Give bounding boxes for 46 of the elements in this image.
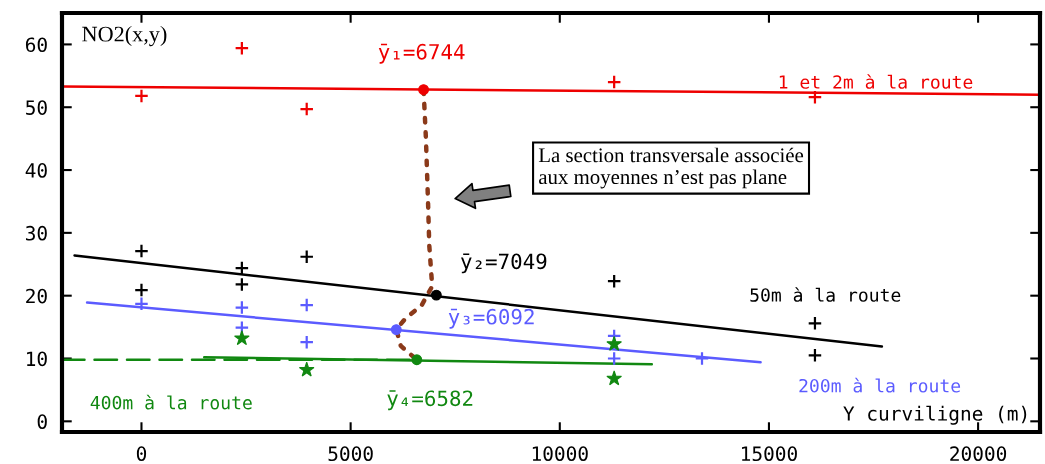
y-axis-title: NO2(x,y) <box>82 25 167 47</box>
point <box>606 351 622 366</box>
series-label: 50m à la route <box>750 287 901 302</box>
point <box>606 74 622 90</box>
point <box>298 361 315 377</box>
point <box>807 89 823 105</box>
point <box>299 334 315 350</box>
annotation: ȳ₂=7049 <box>461 253 547 274</box>
point <box>134 88 149 104</box>
point <box>134 296 149 312</box>
x-tick-label: 5000 <box>328 446 373 462</box>
point <box>234 277 250 292</box>
point <box>299 297 315 313</box>
text: 200m à la route <box>799 377 961 393</box>
x-tick-label: 20000 <box>950 446 1007 462</box>
y-tick-label: 50 <box>26 100 47 115</box>
annotation: La section transversale associée aux moyennes n’est pas plane <box>538 147 804 189</box>
point <box>807 348 823 363</box>
point <box>134 243 149 259</box>
series-label: 1 et 2m à la route <box>779 74 973 89</box>
point <box>606 335 622 351</box>
point <box>299 101 315 117</box>
x-tick-label: 15000 <box>742 446 797 462</box>
y-tick-label: 10 <box>27 351 47 367</box>
y-tick-label: 30 <box>26 225 47 241</box>
annotation: ȳ₁=6744 <box>378 43 465 64</box>
annotation: ȳ₄=6582 <box>387 390 473 411</box>
y-tick-label: 40 <box>25 163 47 178</box>
y-tick-label: 20 <box>26 288 47 304</box>
point <box>606 273 622 289</box>
point <box>234 300 250 315</box>
point <box>234 40 250 56</box>
point <box>234 330 250 346</box>
point <box>694 351 710 366</box>
y-tick-label: 60 <box>25 37 47 53</box>
x-axis-title: Y curviligne (m) <box>843 405 1027 425</box>
x-tick-label: 0 <box>136 446 147 462</box>
series-label: 400m à la route <box>90 394 252 410</box>
y-tick-label: 0 <box>37 414 47 430</box>
point <box>234 260 250 276</box>
point <box>807 315 823 331</box>
point <box>134 282 149 298</box>
annotation: ȳ₃=6092 <box>448 308 534 329</box>
point <box>299 249 315 265</box>
x-tick-label: 10000 <box>532 446 588 462</box>
point <box>606 370 622 386</box>
